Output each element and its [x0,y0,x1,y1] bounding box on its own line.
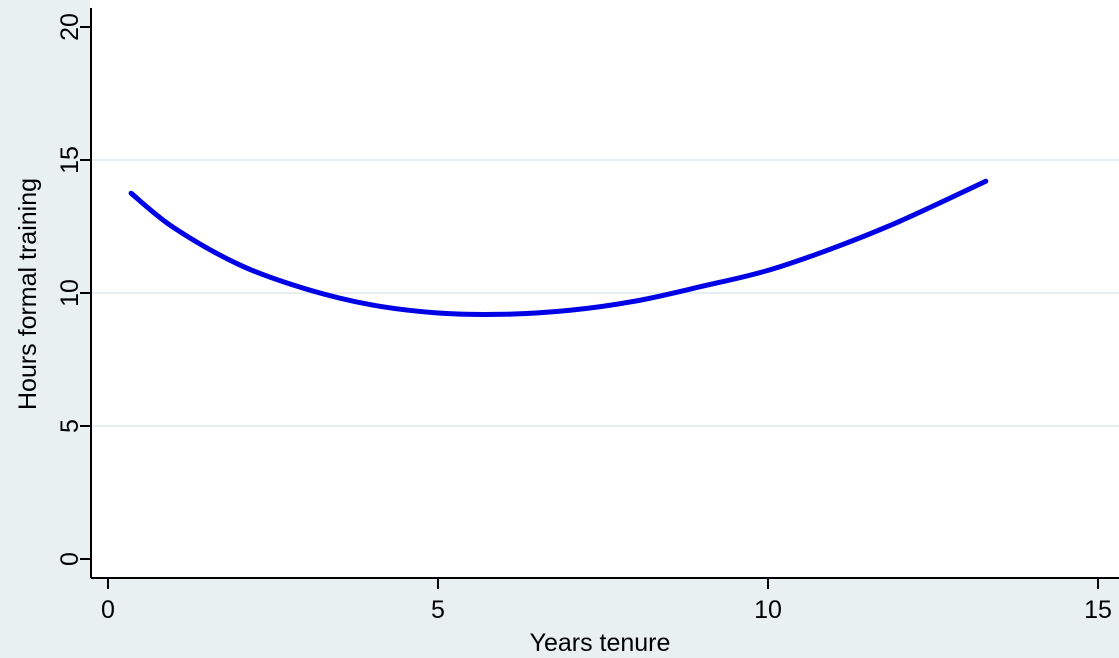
series-line-0 [128,178,989,317]
x-axis-title: Years tenure [530,629,671,657]
x-axis: 0 5 10 15 [91,577,1119,624]
x-tick-label-15: 15 [1084,596,1112,624]
y-tick-label-10: 10 [56,279,84,307]
y-axis: 0 5 10 15 20 [56,8,92,578]
grid-lines [91,159,1119,427]
x-tick-label-0: 0 [101,596,115,624]
x-tick-label-5: 5 [431,596,445,624]
y-tick-label-0: 0 [56,552,84,566]
y-tick-label-20: 20 [56,13,84,41]
plot-region [90,0,1119,578]
series-layer [128,178,989,317]
x-tick-label-10: 10 [754,596,782,624]
y-axis-title: Hours formal training [14,178,42,410]
y-tick-label-5: 5 [56,419,84,433]
y-tick-label-15: 15 [56,146,84,174]
